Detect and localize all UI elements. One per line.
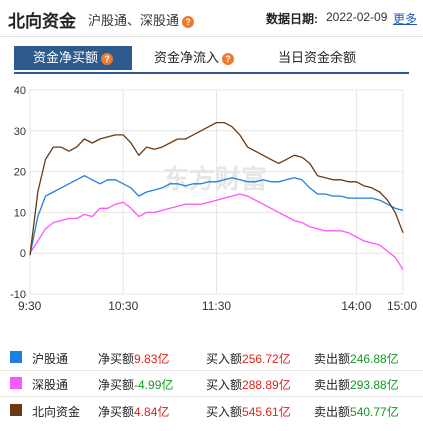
- tab-net-inflow[interactable]: 资金净流入?: [146, 46, 242, 70]
- help-icon[interactable]: ?: [101, 52, 113, 65]
- y-tick-label: 40: [14, 85, 26, 97]
- legend-name: 北向资金: [32, 405, 81, 419]
- sell-amount-label: 卖出额: [314, 352, 351, 366]
- series-line-sgt: [29, 193, 404, 270]
- chart-lines: [29, 121, 404, 270]
- tab-underline: [14, 72, 409, 74]
- connect-label: 沪股通、深股通?: [88, 10, 195, 29]
- buy-amount: 买入额288.89亿: [206, 376, 291, 393]
- legend-name: 沪股通: [32, 352, 69, 366]
- x-tick-label: 14:00: [341, 299, 371, 313]
- sell-amount-value: 246.88亿: [350, 352, 399, 366]
- legend-divider: [0, 396, 423, 397]
- sell-amount-label: 卖出额: [314, 405, 351, 419]
- net-buy: 净买额4.84亿: [98, 403, 169, 420]
- y-tick-label: 20: [14, 167, 26, 179]
- legend-swatch-north: [10, 404, 22, 416]
- tab-net-buy[interactable]: 资金净买额?: [14, 46, 132, 70]
- sell-amount: 卖出额540.77亿: [314, 403, 399, 420]
- sell-amount: 卖出额246.88亿: [314, 350, 399, 367]
- net-buy-label: 净买额: [98, 352, 135, 366]
- date-value: 2022-02-09: [326, 10, 388, 24]
- sell-amount: 卖出额293.88亿: [314, 376, 399, 393]
- net-buy-label: 净买额: [98, 405, 135, 419]
- watermark: 东方财富: [163, 164, 267, 194]
- net-buy-value: -4.99亿: [134, 378, 174, 392]
- x-tick-label: 15:00: [387, 299, 417, 313]
- chart-grid: [29, 89, 404, 295]
- x-tick-label: 9:30: [18, 299, 42, 313]
- series-line-north: [29, 121, 404, 256]
- buy-amount-value: 545.61亿: [242, 405, 291, 419]
- page-title: 北向资金: [8, 12, 76, 31]
- tab-daily-balance-label: 当日资金余额: [277, 50, 356, 65]
- x-axis-ticks: 9:30 10:30 11:30 14:00 15:00: [18, 299, 417, 313]
- sell-amount-label: 卖出额: [314, 378, 351, 392]
- tab-net-buy-label: 资金净买额: [32, 50, 98, 65]
- y-tick-label: 10: [14, 207, 26, 219]
- net-buy-value: 4.84亿: [134, 405, 170, 419]
- help-icon[interactable]: ?: [222, 52, 234, 65]
- y-tick-label: -10: [10, 289, 26, 301]
- buy-amount-label: 买入额: [206, 352, 243, 366]
- net-buy: 净买额9.83亿: [98, 350, 169, 367]
- net-buy-label: 净买额: [98, 378, 135, 392]
- help-icon[interactable]: ?: [182, 15, 195, 28]
- buy-amount-value: 256.72亿: [242, 352, 291, 366]
- y-tick-label: 30: [14, 126, 26, 138]
- more-link[interactable]: 更多: [393, 12, 418, 26]
- sell-amount-value: 540.77亿: [350, 405, 399, 419]
- series-line-hgt: [29, 175, 404, 256]
- net-buy-chart: 东方财富 40 30 20 10 0 -10 9:30 10:30 11:30 14:00 15:…: [10, 85, 417, 313]
- net-buy: 净买额-4.99亿: [98, 376, 173, 393]
- sell-amount-value: 293.88亿: [350, 378, 399, 392]
- buy-amount-value: 288.89亿: [242, 378, 291, 392]
- y-axis-ticks: 40 30 20 10 0 -10: [10, 85, 26, 301]
- buy-amount-label: 买入额: [206, 378, 243, 392]
- connect-text: 沪股通、深股通: [88, 13, 180, 28]
- legend-divider: [0, 370, 423, 371]
- header: 北向资金 沪股通、深股通? 数据日期: 2022-02-09 更多: [0, 0, 423, 36]
- tab-daily-balance[interactable]: 当日资金余额: [262, 46, 372, 70]
- legend-swatch-hgt: [10, 351, 22, 363]
- legend-row-sgt: 深股通 净买额-4.99亿 买入额288.89亿 卖出额293.88亿: [0, 373, 423, 395]
- legend-row-hgt: 沪股通 净买额9.83亿 买入额256.72亿 卖出额246.88亿: [0, 347, 423, 369]
- buy-amount: 买入额545.61亿: [206, 403, 291, 420]
- legend-name: 深股通: [32, 378, 69, 392]
- buy-amount: 买入额256.72亿: [206, 350, 291, 367]
- net-buy-value: 9.83亿: [134, 352, 170, 366]
- x-tick-label: 11:30: [202, 299, 231, 313]
- tab-bar: 资金净买额? 资金净流入? 当日资金余额: [0, 46, 423, 74]
- legend-row-north: 北向资金 净买额4.84亿 买入额545.61亿 卖出额540.77亿: [0, 400, 423, 422]
- header-divider: [0, 36, 423, 37]
- y-tick-label: 0: [20, 248, 26, 260]
- legend-swatch-sgt: [10, 377, 22, 389]
- buy-amount-label: 买入额: [206, 405, 243, 419]
- x-tick-label: 10:30: [108, 299, 138, 313]
- date-label: 数据日期:: [266, 12, 318, 26]
- tab-net-inflow-label: 资金净流入: [153, 50, 219, 65]
